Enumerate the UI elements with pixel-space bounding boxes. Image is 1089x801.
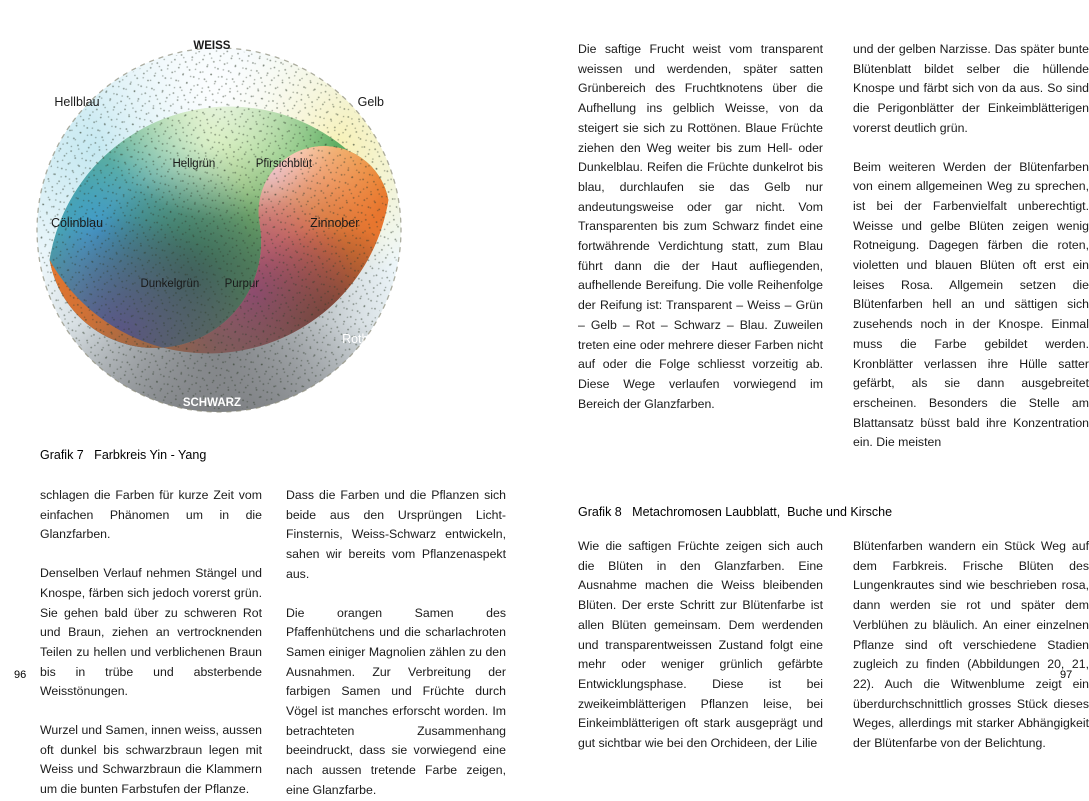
svg-text:Pfirsichblüt: Pfirsichblüt <box>256 158 313 170</box>
svg-text:Hellblau: Hellblau <box>54 95 99 109</box>
svg-text:Rotbraun: Rotbraun <box>342 332 393 346</box>
svg-text:SCHWARZ: SCHWARZ <box>183 397 241 409</box>
svg-text:Violett: Violett <box>30 332 65 346</box>
svg-text:Dunkelgrün: Dunkelgrün <box>140 278 199 290</box>
svg-text:Zinnober: Zinnober <box>310 216 359 230</box>
svg-text:Cölinblau: Cölinblau <box>51 216 103 230</box>
svg-text:Gelb: Gelb <box>358 95 384 109</box>
svg-text:Purpur: Purpur <box>225 278 260 290</box>
svg-text:Hellgrün: Hellgrün <box>172 158 215 170</box>
svg-text:WEISS: WEISS <box>193 40 230 52</box>
